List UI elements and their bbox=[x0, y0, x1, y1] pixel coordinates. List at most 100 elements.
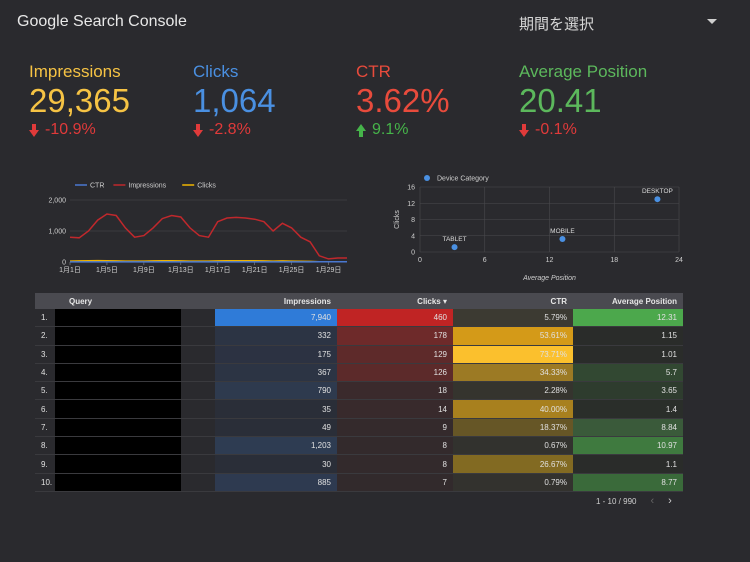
arrow-down-icon bbox=[519, 123, 529, 137]
row-index: 10. bbox=[41, 477, 53, 487]
kpi-delta-value: -2.8% bbox=[209, 121, 251, 138]
table-row[interactable]: 7. 49 9 18.37% 8.84 bbox=[35, 418, 683, 438]
column-header-ctr[interactable]: CTR bbox=[453, 293, 573, 309]
clicks-cell: 8 bbox=[337, 454, 453, 474]
x-tick-label: 1月9日 bbox=[133, 266, 155, 274]
row-index: 9. bbox=[41, 459, 48, 469]
impressions-cell: 7,940 bbox=[215, 309, 337, 328]
arrow-down-icon bbox=[193, 123, 203, 137]
y-tick-label: 4 bbox=[411, 233, 415, 240]
table-row[interactable]: 9. 30 8 26.67% 1.1 bbox=[35, 454, 683, 474]
column-header-position[interactable]: Average Position bbox=[573, 293, 683, 309]
impressions-cell: 35 bbox=[215, 399, 337, 419]
position-cell: 1.15 bbox=[573, 326, 683, 346]
impressions-cell: 885 bbox=[215, 473, 337, 492]
x-tick-label: 1月1日 bbox=[59, 266, 81, 274]
table-row[interactable]: 8. 1,203 8 0.67% 10.97 bbox=[35, 436, 683, 456]
date-range-label: 期間を選択 bbox=[519, 15, 595, 33]
legend-label: CTR bbox=[90, 183, 104, 190]
query-cell: 3. bbox=[35, 345, 215, 364]
position-cell: 8.77 bbox=[573, 473, 683, 492]
table-row[interactable]: 6. 35 14 40.00% 1.4 bbox=[35, 399, 683, 419]
scatter-point bbox=[654, 196, 661, 203]
ctr-cell: 73.71% bbox=[453, 345, 573, 364]
impressions-cell: 175 bbox=[215, 345, 337, 364]
top-bar: Google Search Console 期間を選択 bbox=[0, 0, 750, 44]
clicks-cell: 126 bbox=[337, 363, 453, 383]
date-range-select[interactable]: 期間を選択 bbox=[519, 10, 721, 36]
table-row[interactable]: 1. 7,940 460 5.79% 12.31 bbox=[35, 309, 683, 328]
legend-label: Clicks bbox=[197, 183, 216, 190]
kpi-clicks: Clicks 1,064 -2.8% bbox=[193, 62, 276, 140]
query-cell: 1. bbox=[35, 309, 215, 328]
query-table: Query Impressions Clicks ▾ CTR Average P… bbox=[35, 293, 683, 492]
query-cell: 8. bbox=[35, 436, 215, 456]
column-header-impressions[interactable]: Impressions bbox=[215, 293, 337, 309]
row-index: 1. bbox=[41, 313, 48, 323]
kpi-delta-value: 9.1% bbox=[372, 121, 409, 138]
query-cell: 10. bbox=[35, 473, 215, 492]
query-cell: 9. bbox=[35, 454, 215, 474]
position-cell: 1.01 bbox=[573, 345, 683, 364]
row-index: 6. bbox=[41, 404, 48, 414]
scatter-point bbox=[559, 236, 566, 242]
clicks-cell: 14 bbox=[337, 399, 453, 419]
impressions-cell: 790 bbox=[215, 381, 337, 401]
x-tick-label: 1月21日 bbox=[242, 266, 268, 274]
kpi-label: Average Position bbox=[519, 62, 648, 81]
query-cell: 6. bbox=[35, 399, 215, 419]
x-tick-label: 0 bbox=[418, 257, 422, 264]
impressions-cell: 367 bbox=[215, 363, 337, 383]
query-cell: 7. bbox=[35, 418, 215, 438]
x-tick-label: 1月25日 bbox=[279, 266, 305, 274]
table-row[interactable]: 5. 790 18 2.28% 3.65 bbox=[35, 381, 683, 401]
table-row[interactable]: 10. 885 7 0.79% 8.77 bbox=[35, 473, 683, 492]
column-header-clicks[interactable]: Clicks ▾ bbox=[337, 293, 453, 309]
scatter-point bbox=[451, 244, 458, 251]
x-tick-label: 12 bbox=[546, 257, 554, 264]
kpi-value: 29,365 bbox=[29, 82, 130, 119]
kpi-value: 20.41 bbox=[519, 82, 602, 119]
clicks-cell: 7 bbox=[337, 473, 453, 492]
position-cell: 10.97 bbox=[573, 436, 683, 456]
position-cell: 3.65 bbox=[573, 381, 683, 401]
y-tick-label: 0 bbox=[411, 250, 415, 257]
row-index: 4. bbox=[41, 368, 48, 378]
column-header-query[interactable]: Query bbox=[35, 293, 215, 309]
ctr-cell: 2.28% bbox=[453, 381, 573, 401]
clicks-cell: 9 bbox=[337, 418, 453, 438]
legend-label: Impressions bbox=[128, 183, 166, 190]
query-cell: 2. bbox=[35, 326, 215, 346]
x-tick-label: 24 bbox=[675, 257, 683, 264]
clicks-cell: 129 bbox=[337, 345, 453, 364]
ctr-cell: 0.79% bbox=[453, 473, 573, 492]
kpi-value: 3.62% bbox=[356, 82, 450, 119]
position-cell: 1.4 bbox=[573, 399, 683, 419]
table-row[interactable]: 3. 175 129 73.71% 1.01 bbox=[35, 345, 683, 364]
arrow-down-icon bbox=[29, 123, 39, 137]
x-tick-label: 1月17日 bbox=[205, 266, 231, 274]
ctr-cell: 40.00% bbox=[453, 399, 573, 419]
sort-desc-icon: ▾ bbox=[442, 296, 447, 306]
ctr-cell: 34.33% bbox=[453, 363, 573, 383]
table-header-row: Query Impressions Clicks ▾ CTR Average P… bbox=[35, 293, 683, 309]
y-tick-label: 12 bbox=[407, 201, 415, 208]
prev-page-button[interactable]: ‹ bbox=[650, 495, 655, 507]
ctr-cell: 26.67% bbox=[453, 454, 573, 474]
column-header-clicks-label: Clicks bbox=[417, 296, 441, 306]
table-row[interactable]: 2. 332 178 53.61% 1.15 bbox=[35, 326, 683, 346]
ctr-cell: 0.67% bbox=[453, 436, 573, 456]
row-index: 3. bbox=[41, 349, 48, 359]
query-cell: 4. bbox=[35, 363, 215, 383]
series-line-impressions bbox=[69, 213, 347, 260]
impressions-cell: 49 bbox=[215, 418, 337, 438]
next-page-button[interactable]: › bbox=[668, 495, 672, 507]
table-row[interactable]: 4. 367 126 34.33% 5.7 bbox=[35, 363, 683, 383]
dropdown-caret-icon bbox=[707, 19, 717, 24]
time-series-chart: CTR Impressions Clicks 0 1,000 2,000 1月1日 1月5日 1… bbox=[48, 183, 347, 274]
kpi-delta-value: -0.1% bbox=[535, 121, 577, 138]
row-index: 2. bbox=[41, 331, 48, 341]
kpi-impressions: Impressions 29,365 -10.9% bbox=[29, 62, 130, 140]
ctr-cell: 18.37% bbox=[453, 418, 573, 438]
kpi-label: CTR bbox=[356, 62, 391, 81]
